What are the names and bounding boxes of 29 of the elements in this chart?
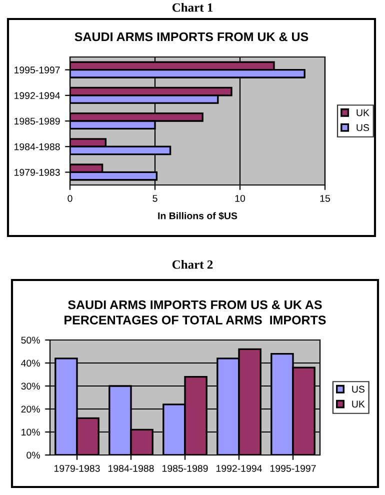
x-tick-label: 1992-1994: [216, 464, 262, 472]
y-tick-label: 50%: [21, 336, 40, 344]
y-tick-label: 1995-1997: [14, 66, 60, 74]
chart-title: SAUDI ARMS IMPORTS FROM US & UK AS PERCENTAGES OF TOTAL ARMS IMPORTS: [64, 300, 326, 324]
x-tick-label: 15: [320, 195, 330, 202]
legend-label: UK: [356, 109, 370, 116]
x-axis-title: In Billions of $US: [158, 212, 238, 220]
y-tick-label: 1992-1994: [14, 92, 60, 100]
y-tick-label: 0%: [26, 452, 40, 459]
y-tick-label: 1985-1989: [14, 118, 60, 125]
y-tick-label: 1979-1983: [14, 168, 60, 176]
legend-label: US: [356, 124, 370, 132]
x-tick-label: 5: [152, 195, 158, 202]
y-tick-label: 30%: [21, 382, 40, 390]
x-tick-label: 1979-1983: [54, 464, 100, 472]
chart-title: SAUDI ARMS IMPORTS FROM UK & US: [74, 32, 308, 42]
x-tick-label: 1985-1989: [162, 464, 208, 472]
x-tick-label: 10: [235, 194, 246, 202]
y-tick-label: 20%: [21, 406, 40, 413]
caption: Chart 2: [172, 260, 213, 269]
x-tick-label: 1984-1988: [108, 464, 154, 472]
x-tick-label: 0: [68, 194, 72, 202]
legend-label: UK: [352, 400, 365, 408]
caption: Chart 1: [172, 3, 213, 12]
y-tick-label: 10%: [22, 428, 40, 436]
x-tick-label: 1995-1997: [270, 464, 316, 472]
y-tick-label: 1984-1988: [14, 143, 60, 150]
y-tick-label: 40%: [21, 360, 40, 367]
legend-label: US: [352, 386, 364, 393]
